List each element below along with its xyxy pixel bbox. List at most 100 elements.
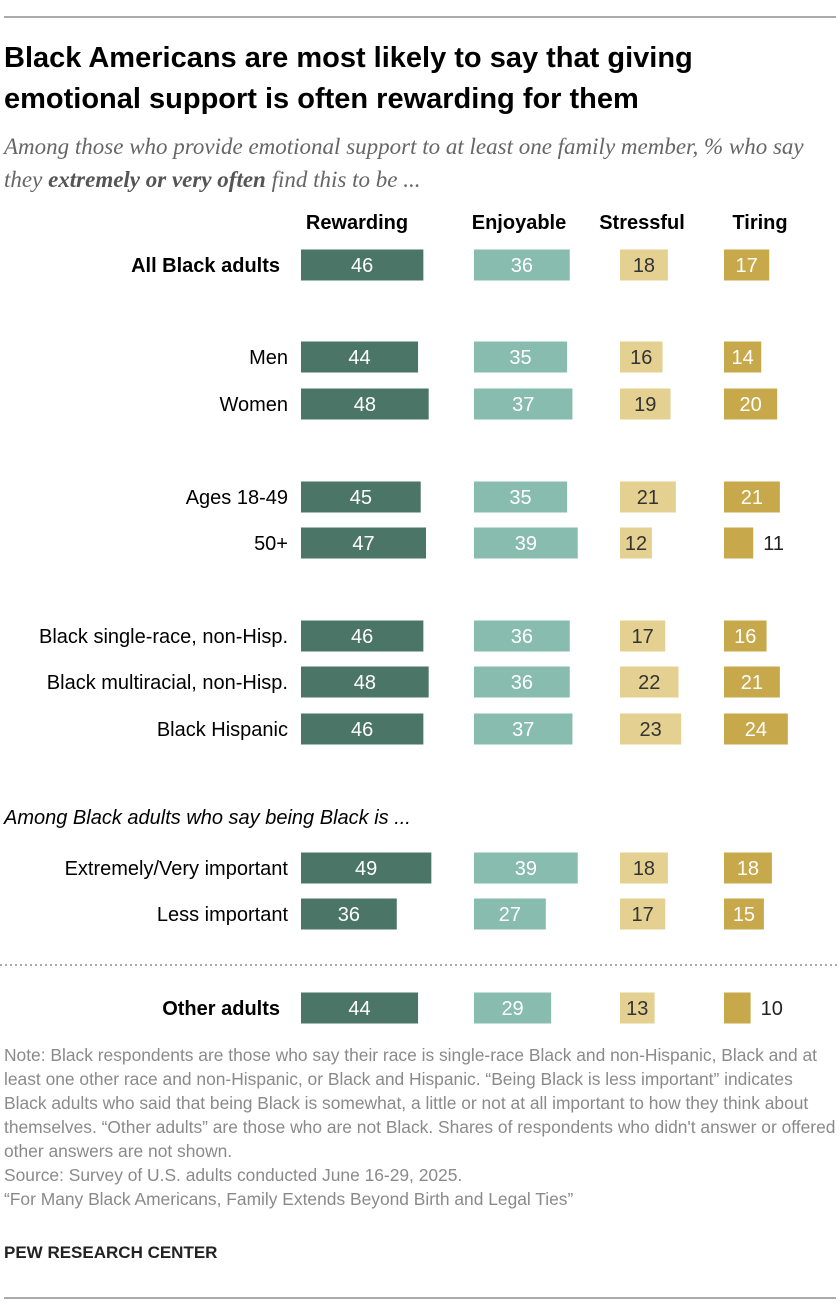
footer: PEW RESEARCH CENTER <box>4 1243 218 1262</box>
value-label: 49 <box>355 858 377 880</box>
bar <box>620 620 666 652</box>
value-label: 37 <box>512 394 534 416</box>
value-label: 36 <box>338 904 360 926</box>
bar <box>724 713 788 745</box>
value-label: 19 <box>634 394 656 416</box>
bar <box>724 852 772 884</box>
bar <box>620 852 668 884</box>
value-label: 21 <box>637 487 659 509</box>
category-label: Black single-race, non-Hisp. <box>39 626 288 648</box>
bar <box>724 898 764 930</box>
category-label: Black multiracial, non-Hisp. <box>47 672 288 694</box>
bar <box>620 527 652 559</box>
category-label: Ages 18-49 <box>186 487 288 509</box>
value-label: 44 <box>348 998 370 1020</box>
value-label: 23 <box>639 719 661 741</box>
value-label: 46 <box>351 255 373 277</box>
category-label: 50+ <box>254 533 288 555</box>
value-label: 46 <box>351 719 373 741</box>
bar <box>620 713 682 745</box>
bar <box>301 713 424 745</box>
bar <box>724 249 770 281</box>
value-label: 35 <box>509 347 531 369</box>
value-label: 29 <box>501 998 523 1020</box>
bar <box>620 388 671 420</box>
notes: Note: Black respondents are those who sa… <box>4 1043 836 1211</box>
value-label: 21 <box>741 487 763 509</box>
chart-title: Black Americans are most likely to say t… <box>4 42 693 115</box>
bar <box>301 527 427 559</box>
value-label: 39 <box>515 858 537 880</box>
value-label: 36 <box>511 255 533 277</box>
group-label: Among Black adults who say being Black i… <box>3 807 411 829</box>
category-label: Less important <box>157 904 289 926</box>
bar <box>724 620 767 652</box>
bar <box>474 992 552 1024</box>
bar <box>724 388 778 420</box>
bar <box>620 898 666 930</box>
bar <box>474 249 570 281</box>
bar <box>620 341 663 373</box>
source: Source: Survey of U.S. adults conducted … <box>4 1165 463 1185</box>
bar <box>724 527 754 559</box>
subtitle-text: Among those who provide emotional suppor… <box>4 134 804 192</box>
bar <box>620 481 676 513</box>
value-label: 24 <box>745 719 767 741</box>
bar <box>301 341 419 373</box>
bar <box>474 388 573 420</box>
value-label: 20 <box>739 394 761 416</box>
value-label: 27 <box>499 904 521 926</box>
value-label: 18 <box>633 255 655 277</box>
value-label: 39 <box>515 533 537 555</box>
report-title: “For Many Black Americans, Family Extend… <box>4 1189 574 1209</box>
bar <box>474 666 570 698</box>
bar <box>724 481 780 513</box>
column-header: Stressful <box>599 212 685 234</box>
value-label: 36 <box>511 626 533 648</box>
column-header: Rewarding <box>306 212 408 234</box>
bar <box>474 852 578 884</box>
value-label: 45 <box>350 487 372 509</box>
bar <box>301 898 397 930</box>
bar <box>724 992 751 1024</box>
column-header: Enjoyable <box>472 212 566 234</box>
value-label: 13 <box>626 998 648 1020</box>
category-label: All Black adults <box>131 255 280 277</box>
bar <box>301 249 424 281</box>
category-label: Women <box>219 394 288 416</box>
column-header: Tiring <box>732 212 787 234</box>
bar <box>301 481 421 513</box>
category-label: Other adults <box>162 998 280 1020</box>
bar <box>474 481 568 513</box>
value-label: 48 <box>354 672 376 694</box>
chart-subtitle: Among those who provide emotional suppor… <box>4 130 834 196</box>
value-label: 36 <box>511 672 533 694</box>
value-label: 17 <box>631 904 653 926</box>
value-label: 21 <box>741 672 763 694</box>
subtitle-emphasis: extremely or very often <box>48 167 266 192</box>
bar <box>620 992 655 1024</box>
value-label: 12 <box>625 533 647 555</box>
bar <box>301 992 419 1024</box>
bar <box>474 341 568 373</box>
category-label: Black Hispanic <box>157 719 288 741</box>
category-label: Extremely/Very important <box>65 858 289 880</box>
category-label: Men <box>249 347 288 369</box>
value-label: 17 <box>631 626 653 648</box>
value-label: 44 <box>348 347 370 369</box>
bar <box>724 666 780 698</box>
bar <box>474 713 573 745</box>
bar <box>301 666 429 698</box>
bar <box>474 527 578 559</box>
value-label: 10 <box>761 998 783 1020</box>
value-label: 11 <box>763 533 784 555</box>
value-label: 14 <box>731 347 753 369</box>
value-label: 35 <box>509 487 531 509</box>
value-label: 16 <box>734 626 756 648</box>
bar <box>301 620 424 652</box>
value-label: 16 <box>630 347 652 369</box>
value-label: 22 <box>638 672 660 694</box>
value-label: 37 <box>512 719 534 741</box>
value-label: 47 <box>352 533 374 555</box>
